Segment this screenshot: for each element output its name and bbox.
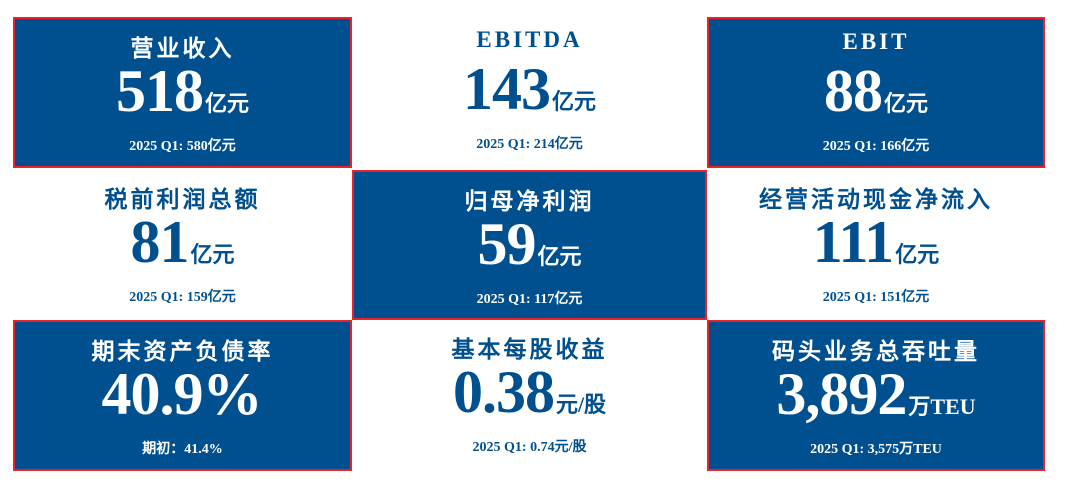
card-comparison: 2025 Q1: 0.74元/股 xyxy=(472,440,587,455)
card-title: EBITDA xyxy=(476,27,583,52)
card-comparison: 2025 Q1: 580亿元 xyxy=(129,139,236,154)
card-title: 期末资产负债率 xyxy=(91,339,274,364)
card-comparison: 2025 Q1: 159亿元 xyxy=(129,290,236,305)
card-net-profit: 归母净利润 59亿元 2025 Q1: 117亿元 xyxy=(352,170,707,320)
card-unit: 万TEU xyxy=(908,394,976,419)
card-comparison: 2025 Q1: 151亿元 xyxy=(822,290,930,305)
card-comparison: 2025 Q1: 166亿元 xyxy=(822,139,930,154)
card-value: 143 xyxy=(462,56,551,122)
card-comparison: 期初：41.4% xyxy=(142,442,223,457)
card-value: 81 xyxy=(130,209,189,275)
card-unit: 亿元 xyxy=(895,242,940,267)
card-revenue: 营业收入 518亿元 2025 Q1: 580亿元 xyxy=(13,17,352,168)
card-value: 40.9% xyxy=(101,361,263,427)
card-value: 3,892 xyxy=(776,361,907,427)
card-title: 码头业务总吞吐量 xyxy=(772,339,980,364)
card-title: 基本每股收益 xyxy=(451,337,608,362)
card-comparison: 2025 Q1: 214亿元 xyxy=(476,137,583,152)
card-unit: 亿元 xyxy=(190,242,235,267)
card-comparison: 2025 Q1: 3,575万TEU xyxy=(810,442,942,457)
card-value: 111 xyxy=(812,209,894,275)
card-pretax-profit: 税前利润总额 81亿元 2025 Q1: 159亿元 xyxy=(13,170,352,320)
card-title: EBIT xyxy=(842,29,910,54)
card-unit: 亿元 xyxy=(883,91,928,116)
card-value: 518 xyxy=(115,58,204,124)
card-title: 归母净利润 xyxy=(464,189,595,214)
card-unit: 亿元 xyxy=(551,89,596,114)
card-title: 经营活动现金净流入 xyxy=(759,187,993,212)
card-value: 59 xyxy=(477,211,536,277)
card-eps: 基本每股收益 0.38元/股 2025 Q1: 0.74元/股 xyxy=(352,320,707,471)
card-comparison: 2025 Q1: 117亿元 xyxy=(476,292,583,307)
card-title: 税前利润总额 xyxy=(104,187,261,212)
card-terminal-throughput: 码头业务总吞吐量 3,892万TEU 2025 Q1: 3,575万TEU xyxy=(707,320,1045,471)
card-value: 0.38 xyxy=(452,359,555,425)
card-title: 营业收入 xyxy=(130,36,235,61)
card-ebitda: EBITDA 143亿元 2025 Q1: 214亿元 xyxy=(352,17,707,168)
card-ebit: EBIT 88亿元 2025 Q1: 166亿元 xyxy=(707,17,1045,168)
card-unit: 元/股 xyxy=(555,392,607,417)
card-unit: 亿元 xyxy=(204,91,249,116)
card-operating-cashflow: 经营活动现金净流入 111亿元 2025 Q1: 151亿元 xyxy=(707,170,1045,320)
card-unit: 亿元 xyxy=(537,244,582,269)
card-debt-ratio: 期末资产负债率 40.9% 期初：41.4% xyxy=(13,320,352,471)
card-value: 88 xyxy=(823,58,883,124)
